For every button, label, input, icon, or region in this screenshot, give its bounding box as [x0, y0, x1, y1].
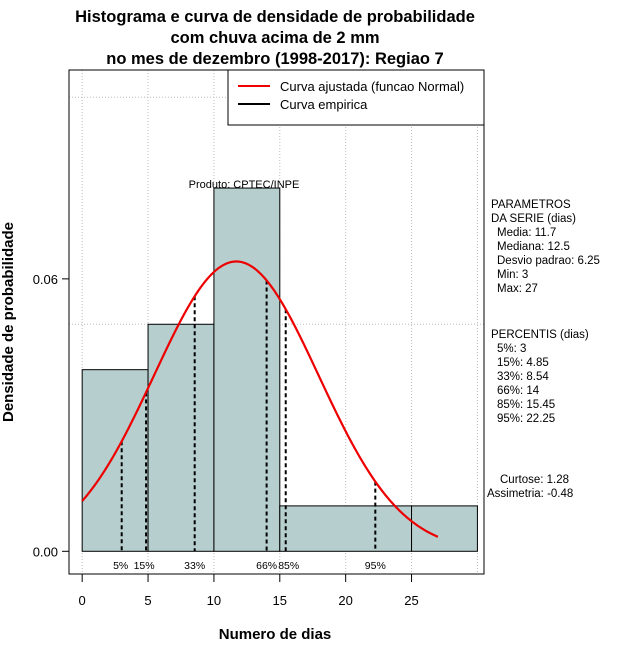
stats-panel: PARAMETROS DA SERIE (dias) Media: 11.7 M…	[487, 199, 600, 500]
percentile-lines-layer: 5% 15% 33% 66% 85% 95%	[113, 280, 386, 572]
param-media: Media: 11.7	[497, 227, 556, 239]
parametros-title-2: DA SERIE (dias)	[491, 213, 576, 225]
percentile-label-5: 95%	[365, 560, 386, 572]
assimetria: Assimetria: -0.48	[487, 488, 573, 500]
histogram-bar-1	[147, 323, 215, 552]
percentil-5: 5%: 3	[497, 343, 526, 355]
legend-box	[227, 69, 485, 126]
y-axis-title: Densidade de probabilidade	[0, 222, 17, 422]
param-desvio: Desvio padrao: 6.25	[497, 255, 600, 267]
x-tick-label: 25	[404, 593, 418, 608]
percentile-label-1: 15%	[134, 560, 155, 572]
x-tick-label: 5	[144, 593, 151, 608]
param-max: Max: 27	[497, 283, 538, 295]
chart-title-line-1: Histograma e curva de densidade de proba…	[75, 8, 475, 26]
curtose: Curtose: 1.28	[500, 474, 569, 486]
histogram-bar-2	[213, 187, 281, 552]
percentile-label-0: 5%	[113, 560, 128, 572]
percentile-label-2: 33%	[184, 560, 205, 572]
percentil-33: 33%: 8.54	[497, 371, 549, 383]
histogram-bar-0	[81, 369, 149, 552]
legend-label-fit: Curva ajustada (funcao Normal)	[280, 79, 464, 94]
x-tick-label: 20	[338, 593, 352, 608]
chart-title-line-3: no mes de dezembro (1998-2017): Regiao 7	[106, 50, 443, 68]
normal-fit-curve	[81, 260, 439, 538]
percentil-15: 15%: 4.85	[497, 357, 549, 369]
percentile-label-4: 85%	[278, 560, 299, 572]
parametros-title-1: PARAMETROS	[491, 199, 571, 211]
chart-title-line-2: com chuva acima de 2 mm	[170, 29, 379, 47]
percentile-label-3: 66%	[256, 560, 277, 572]
x-tick-label: 10	[207, 593, 221, 608]
x-tick-label: 15	[273, 593, 287, 608]
legend: Curva ajustada (funcao Normal) Curva emp…	[227, 69, 485, 126]
axes-layer: 0 5 10 15 20 25 0.00 0.06	[33, 272, 419, 608]
legend-label-empirical: Curva empirica	[280, 97, 368, 112]
curve-layer	[81, 260, 439, 538]
x-axis-title: Numero de dias	[219, 626, 332, 643]
histogram-bar-3	[279, 505, 413, 552]
percentil-95: 95%: 22.25	[497, 413, 555, 425]
percentil-66: 66%: 14	[497, 385, 540, 397]
bars-layer	[81, 187, 478, 552]
y-tick-label: 0.00	[33, 544, 58, 559]
param-mediana: Mediana: 12.5	[497, 241, 570, 253]
percentis-title: PERCENTIS (dias)	[491, 329, 589, 341]
percentil-85: 85%: 15.45	[497, 399, 555, 411]
product-annotation: Produto: CPTEC/INPE	[189, 179, 300, 191]
x-tick-label: 0	[79, 593, 86, 608]
param-min: Min: 3	[497, 269, 528, 281]
y-tick-label: 0.06	[33, 272, 58, 287]
